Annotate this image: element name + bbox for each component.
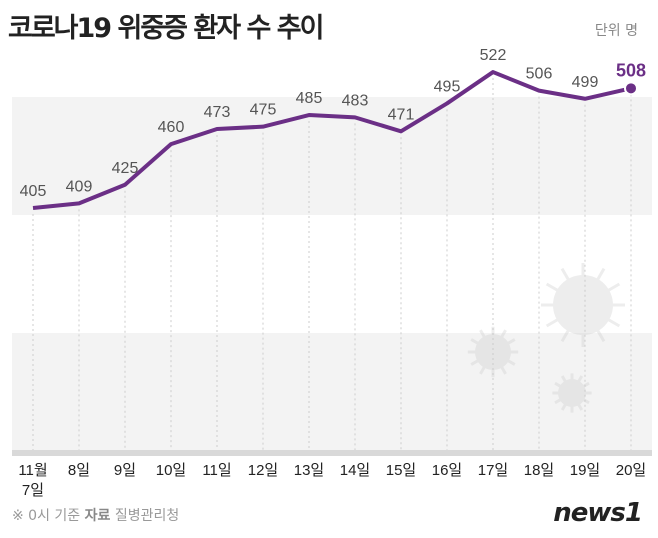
x-tick-label: 12일 (248, 462, 279, 479)
data-label: 499 (572, 74, 599, 91)
note: ※ 0시 기준 (12, 508, 81, 524)
virus-icon (552, 373, 592, 413)
band (12, 333, 652, 450)
line-chart: 405 409 425 460 473 475 485 483 471 495 522 506 499 5… (12, 47, 652, 499)
source: 질병관리청 (114, 508, 180, 524)
series-line (32, 70, 632, 210)
data-label: 522 (480, 47, 507, 64)
data-point (624, 81, 638, 96)
chart-title: 코로나19 위중증 환자 수 추이 (8, 13, 324, 44)
x-tick-label: 19일 (570, 462, 601, 479)
data-label: 475 (250, 102, 277, 119)
x-tick-label: 13일 (294, 462, 325, 479)
x-tick-label: 10일 (156, 462, 187, 479)
x-tick-label: 15일 (386, 462, 417, 479)
source-note: ※ 0시 기준 자료 질병관리청 (12, 505, 179, 525)
unit-label: 단위 명 (594, 23, 638, 39)
data-label: 473 (204, 104, 231, 121)
x-tick-label: 18일 (524, 462, 555, 479)
x-tick-label: 8일 (68, 462, 90, 479)
data-label: 460 (158, 119, 185, 136)
data-label: 405 (20, 183, 47, 200)
x-tick-label: 20일 (616, 462, 647, 479)
virus-icon (541, 263, 625, 347)
data-label: 495 (434, 78, 461, 95)
source-label: 자료 (84, 508, 111, 524)
data-label: 425 (112, 160, 139, 177)
news1-logo: news1 (553, 498, 643, 528)
data-label: 409 (66, 178, 93, 195)
x-tick-label: 9일 (114, 462, 136, 479)
x-tick-label: 14일 (340, 462, 371, 479)
x-tick-label: 16일 (432, 462, 463, 479)
data-label: 471 (388, 106, 415, 123)
x-tick-label: 11일 (202, 462, 231, 479)
data-label: 483 (342, 92, 369, 109)
x-axis-bar (12, 450, 652, 456)
virus-icon (467, 326, 519, 378)
data-label: 485 (296, 90, 323, 107)
x-tick-label: 17일 (478, 462, 509, 479)
data-label: 508 (616, 60, 646, 80)
data-label: 506 (526, 66, 553, 83)
x-tick-label: 11월 (18, 462, 47, 479)
x-tick-label: 7일 (22, 482, 44, 499)
